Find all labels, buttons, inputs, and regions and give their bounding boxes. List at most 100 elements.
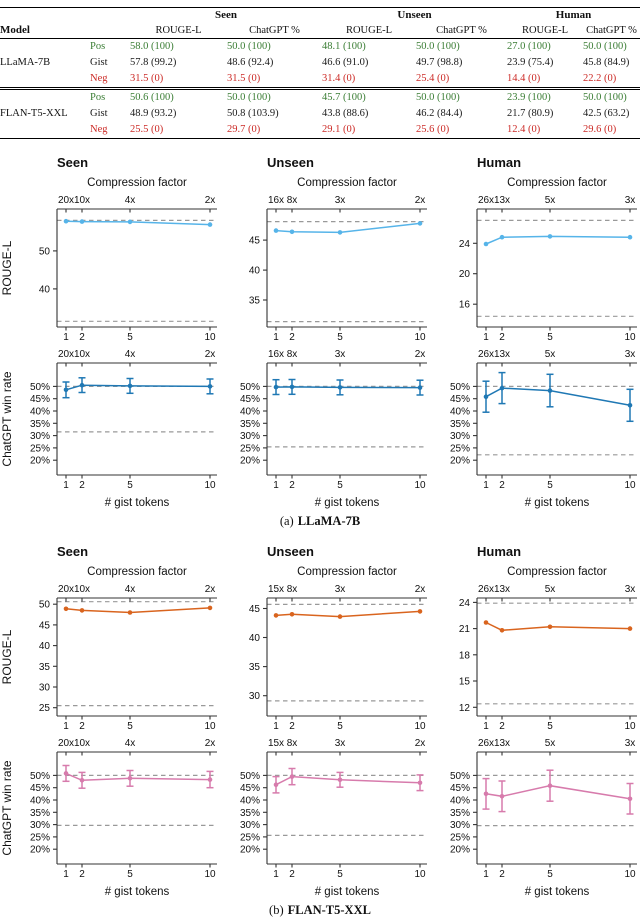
x-tick-label: 2 [79,332,85,343]
compression-tick-label: 4x [125,738,136,749]
data-line [65,607,211,614]
chart-llama-7b-winrate-human: 20% 25%30%35%40% 45%50% 26x 13x 5x 3x 1 2 5 10 # gi… [450,349,637,509]
compression-tick-label: 26x [478,195,494,206]
x-tick-label: 5 [127,721,133,732]
table-subheader: ROUGE-L [507,23,584,39]
x-tick-label: 1 [63,332,69,343]
x-tick-label: 1 [63,721,69,732]
data-point [627,403,633,408]
y-tick-label: 35 [249,662,261,673]
chart-title: Human [477,544,521,559]
y-tick-label: 18 [459,650,471,661]
compression-tick-label: 3x [625,195,636,206]
data-point [289,612,295,617]
chart-title: Unseen [267,544,314,559]
table-value-cell: 49.7 (98.8) [416,57,463,68]
figure-flan: 25 30 35 40 45 50 20x 10x 4x 2x 1 2 5 10 Seen Compressi… [0,542,640,918]
data-point [337,777,343,783]
data-point [207,384,213,389]
compression-tick-label: 10x [74,349,90,360]
compression-tick-label: 2x [415,349,426,360]
x-tick-label: 1 [63,480,69,491]
caption-index-b: (b) [269,903,284,917]
x-tick-label: 5 [337,721,343,732]
data-line [275,775,421,786]
chart-title: Human [477,155,521,170]
data-point [337,385,343,390]
compression-axis-label: Compression factor [87,177,187,189]
data-point [63,218,69,224]
y-tick-label: 20% [30,456,50,467]
data-point [289,384,295,390]
y-tick-label: 40 [39,641,51,652]
compression-tick-label: 3x [335,738,346,749]
compression-tick-label: 4x [125,584,136,595]
compression-tick-label: 8x [287,584,298,595]
compression-tick-label: 20x [58,349,74,360]
table-row: Neg 31.5 (0) 31.5 (0) 31.4 (0) 25.4 (0) 14.4 … [0,71,640,90]
y-tick-label: 35% [240,419,260,430]
y-tick-label: 30% [450,820,470,831]
table-value-cell: 50.0 (100) [227,92,271,103]
y-tick-label: 25% [450,443,470,454]
table-value-cell: 31.5 (0) [130,71,227,90]
table-value-cell: 25.5 (0) [130,122,227,139]
data-point [627,234,633,240]
data-line [485,784,631,800]
y-tick-label: 30% [30,820,50,831]
compression-axis-label: Compression factor [87,566,187,578]
table-value-cell: 43.8 (88.6) [322,108,369,119]
compression-tick-label: 2x [205,195,216,206]
y-tick-label: 50 [39,246,51,257]
compression-tick-label: 5x [545,584,556,595]
y-tick-label: 35% [30,419,50,430]
data-line [65,772,211,782]
table-model-header: Model [0,23,130,39]
caption-model-a: LLaMA-7B [297,514,361,528]
compression-tick-label: 2x [415,738,426,749]
chart-llama-7b-rouge-unseen: 35 40 45 16x 8x 3x 2x 1 2 5 10 Unseen Compression fa… [249,155,427,343]
compression-tick-label: 3x [625,584,636,595]
x-axis-label: # gist tokens [315,497,380,509]
table-row: Neg 25.5 (0) 29.7 (0) 29.1 (0) 25.6 (0) 12.4 … [0,122,640,139]
y-tick-label: 35% [450,808,470,819]
table-value-cell: 50.0 (100) [416,41,460,52]
data-point [547,234,553,239]
compression-tick-label: 13x [494,349,510,360]
x-tick-label: 10 [414,480,426,491]
y-tick-label: 35 [249,296,261,307]
x-tick-label: 1 [273,869,279,880]
x-tick-label: 5 [127,869,133,880]
table-value-cell: 50.6 (100) [130,92,174,103]
y-tick-label: 45% [30,394,50,405]
caption-index-a: (a) [279,514,294,528]
y-tick-label: 50% [30,382,50,393]
table-group-header: Unseen [322,7,508,23]
x-tick-label: 10 [624,332,636,343]
compression-tick-label: 10x [74,195,90,206]
y-tick-label: 30% [30,431,50,442]
y-tick-label: 45% [30,783,50,794]
x-tick-label: 2 [289,332,295,343]
x-tick-label: 5 [547,332,553,343]
compression-tick-label: 2x [415,584,426,595]
compression-tick-label: 2x [205,738,216,749]
x-tick-label: 5 [547,869,553,880]
chart-grid-llama: 40 50 20x 10x 4x 2x 1 2 5 10 Seen Compression facto… [0,153,640,513]
compression-axis-label: Compression factor [297,177,397,189]
y-axis-label: ChatGPT win rate [0,371,14,466]
table-subheader: ChatGPT % [227,23,322,39]
data-point [79,608,85,613]
y-tick-label: 50% [240,382,260,393]
table-value-cell: 48.9 (93.2) [130,108,177,119]
table-value-cell: 29.6 (0) [583,122,640,139]
table-row-label: Gist [90,108,108,119]
table-value-cell: 46.6 (91.0) [322,57,369,68]
compression-tick-label: 20x [58,738,74,749]
data-point [127,383,133,389]
data-point [207,222,213,227]
compression-tick-label: 3x [625,349,636,360]
table-group-header: Human [507,7,640,23]
